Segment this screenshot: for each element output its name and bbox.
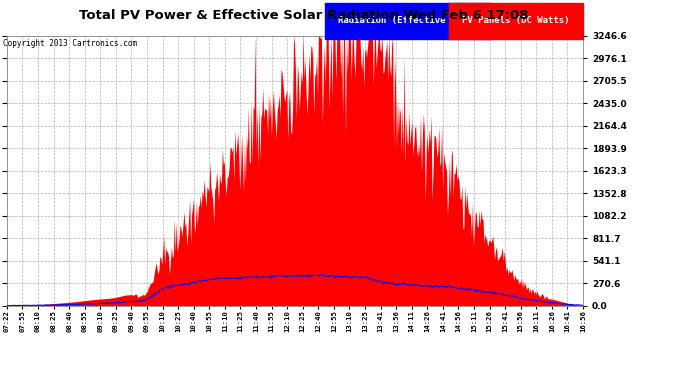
Text: Radiation (Effective w/m2): Radiation (Effective w/m2) bbox=[338, 16, 478, 25]
Text: Total PV Power & Effective Solar Radiation Wed Feb 6 17:08: Total PV Power & Effective Solar Radiati… bbox=[79, 9, 529, 22]
Text: PV Panels (DC Watts): PV Panels (DC Watts) bbox=[462, 16, 569, 25]
Text: Copyright 2013 Cartronics.com: Copyright 2013 Cartronics.com bbox=[3, 39, 137, 48]
